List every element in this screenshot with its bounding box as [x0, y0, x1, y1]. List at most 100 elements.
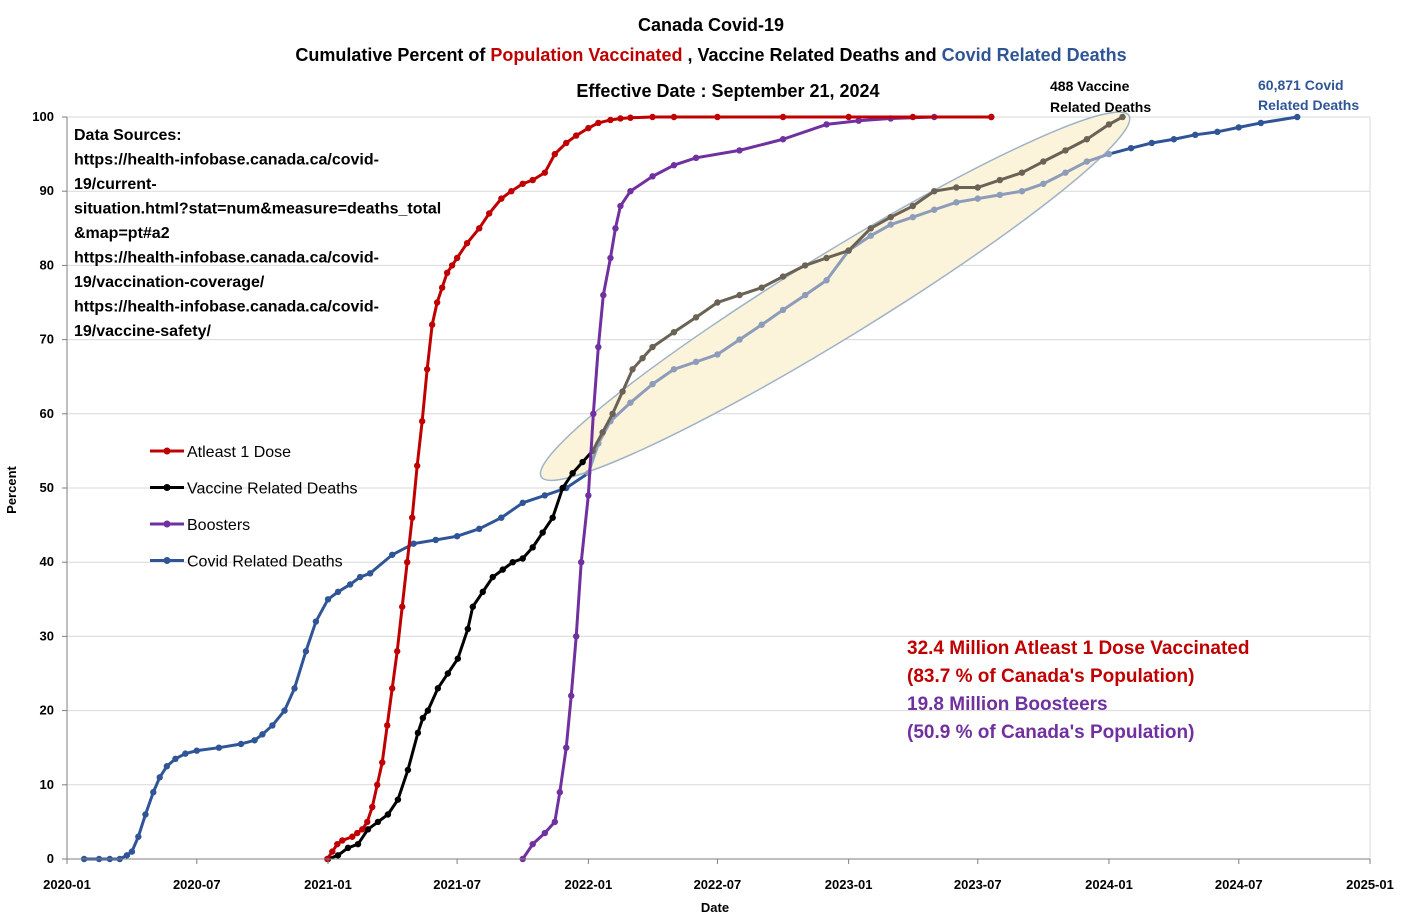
boosters-point-9	[585, 492, 592, 499]
series-dose1	[324, 113, 995, 863]
y-tick-label-7: 70	[40, 332, 54, 347]
summary-line-0: 32.4 Million Atleast 1 Dose Vaccinated	[907, 638, 1249, 659]
covid_deaths-point-15	[237, 740, 245, 748]
legend-label: Covid Related Deaths	[187, 554, 343, 571]
boosters-point-14	[612, 225, 619, 232]
data-source-line-1: https://health-infobase.canada.ca/covid-	[74, 152, 379, 169]
covid_deaths-segment	[136, 812, 147, 839]
covid_deaths-point-19	[281, 707, 288, 714]
covid_deaths-segment	[825, 249, 851, 282]
dose1-point-13	[394, 648, 401, 655]
legend-item-boosters: Boosters	[150, 517, 250, 534]
vaccine_deaths-segment	[456, 627, 470, 661]
covid_deaths-segment	[1237, 121, 1263, 129]
chart-subtitle: Cumulative Percent of Population Vaccina…	[295, 45, 1126, 65]
covid_deaths-point-23	[324, 596, 332, 603]
dose1-point-34	[551, 150, 559, 158]
boosters-point-19	[692, 154, 700, 162]
x-tick-label-6: 2023-01	[825, 877, 873, 892]
covid_deaths-segment	[651, 367, 676, 386]
vaccine_deaths-segment	[911, 189, 936, 208]
boosters-segment	[558, 746, 568, 794]
vaccine_deaths-point-15	[464, 625, 472, 633]
x-tick-label-5: 2022-07	[694, 877, 742, 892]
x-tick-label-8: 2024-01	[1085, 877, 1133, 892]
dose1-segment	[380, 723, 389, 765]
boosters-segment	[569, 634, 578, 698]
y-tick-label-10: 100	[32, 109, 54, 124]
vaccine_deaths-point-36	[692, 314, 700, 321]
dose1-point-26	[463, 239, 471, 247]
vaccine_deaths-segment	[466, 605, 475, 631]
boosters-segment	[672, 156, 698, 167]
dose1-point-2	[334, 840, 341, 848]
covid_deaths-segment	[1259, 115, 1299, 125]
boosters-point-11	[595, 343, 602, 351]
vaccine_deaths-point-33	[639, 354, 646, 362]
vaccine_deaths-point-9	[414, 729, 422, 737]
dose1-segment	[395, 605, 404, 653]
y-axis-label: Percent	[4, 465, 19, 513]
effective-date: Effective Date : September 21, 2024	[576, 81, 879, 101]
covid_deaths-segment	[672, 360, 698, 371]
dose1-point-27	[476, 225, 483, 232]
dose1-point-36	[573, 132, 580, 139]
vaccine_deaths-point-45	[887, 213, 894, 221]
covid_deaths-point-57	[996, 191, 1004, 199]
dose1-point-17	[413, 462, 421, 469]
vaccine_deaths-segment	[1041, 148, 1067, 164]
data-source-line-8: 19/vaccine-safety/	[74, 323, 212, 340]
dose1-point-7	[364, 818, 371, 826]
vaccine_deaths-point-26	[569, 469, 576, 477]
data-source-line-7: https://health-infobase.canada.ca/covid-	[74, 299, 379, 316]
vaccine_deaths-point-12	[434, 685, 442, 692]
covid_deaths-point-34	[519, 499, 526, 507]
legend-item-covid_deaths: Covid Related Deaths	[150, 554, 343, 571]
vaccine_deaths-point-6	[384, 811, 392, 818]
boosters-point-16	[627, 188, 634, 195]
vaccine_deaths-point-13	[444, 670, 452, 677]
covid_deaths-point-58	[1018, 188, 1026, 195]
vaccine_deaths-point-51	[1018, 169, 1026, 176]
covid_deaths-segment	[143, 790, 155, 816]
vaccine_deaths-point-56	[1119, 113, 1126, 121]
x-tick-label-3: 2021-07	[433, 877, 481, 892]
covid_deaths-segment	[1215, 125, 1241, 134]
dose1-point-40	[617, 115, 624, 122]
dose1-point-30	[508, 188, 515, 195]
vaccine_deaths-segment	[869, 215, 893, 230]
covid_deaths-point-17	[259, 731, 266, 738]
boosters-point-2	[541, 829, 549, 837]
covid_deaths-segment	[998, 189, 1024, 197]
vaccine_deaths-point-35	[670, 328, 678, 336]
vaccine_deaths-point-44	[867, 225, 874, 232]
dose1-point-3	[339, 837, 346, 844]
covid_deaths-point-48	[801, 291, 809, 299]
covid_deaths-point-47	[779, 306, 787, 314]
summary-line-1: (83.7 % of Canada's Population)	[907, 666, 1194, 687]
covid_deaths-segment	[1150, 137, 1176, 145]
vaccine_deaths-point-50	[996, 176, 1004, 184]
covid_deaths-segment	[889, 215, 915, 227]
y-tick-label-1: 10	[40, 777, 54, 792]
vaccine_deaths-point-1	[334, 852, 342, 859]
vaccine_deaths-segment	[426, 686, 440, 713]
covid_deaths-segment	[911, 208, 936, 219]
vaccine_deaths-segment	[932, 185, 958, 193]
vaccine_deaths-segment	[803, 256, 829, 267]
vaccine_deaths-point-5	[374, 818, 382, 826]
boosters-point-10	[590, 410, 597, 417]
dose1-point-46	[845, 113, 852, 121]
vaccine_deaths-segment	[591, 430, 605, 453]
y-tick-label-0: 0	[47, 851, 54, 866]
dose1-point-23	[443, 269, 451, 277]
covid_deaths-segment	[1063, 160, 1089, 175]
vaccine_deaths-point-54	[1083, 136, 1091, 143]
covid_deaths-point-28	[389, 551, 396, 558]
series-layer	[80, 113, 1301, 863]
covid_deaths-segment	[715, 338, 742, 356]
dose1-segment	[430, 301, 439, 327]
dose1-point-5	[354, 829, 361, 837]
covid_deaths-point-53	[909, 213, 917, 221]
